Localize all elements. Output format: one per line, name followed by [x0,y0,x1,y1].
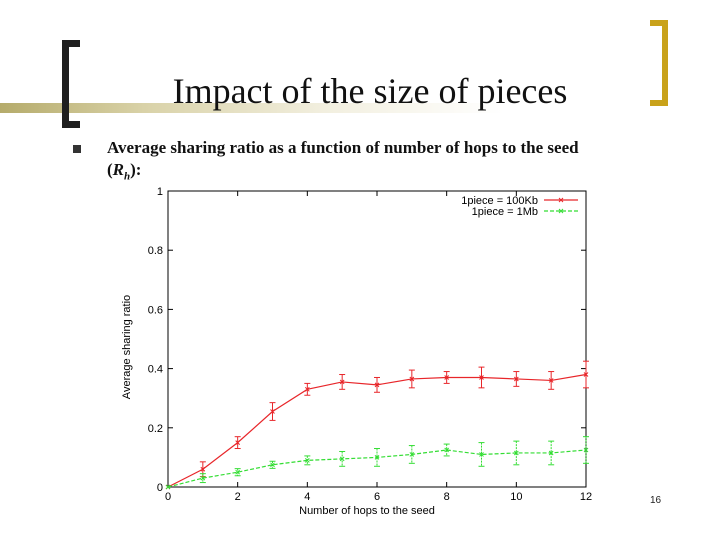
y-axis-label: Average sharing ratio [121,295,133,399]
x-tick-label: 12 [580,491,592,503]
data-point [374,455,380,460]
bullet-text: Average sharing ratio as a function of n… [107,138,579,157]
data-point [339,456,345,462]
x-axis-label: Number of hops to the seed [299,505,435,517]
data-point [444,447,450,453]
data-point [304,458,310,463]
bullet-paren-open: ( [107,160,113,179]
bullet-rh-symbol: Rh [112,160,131,183]
x-tick-label: 2 [235,491,241,503]
data-point [583,372,589,377]
legend-label: 1piece = 100Kb [461,195,538,207]
decorative-gradient-bar [0,103,720,113]
bullet-paren-close: ): [130,160,142,179]
data-point [374,382,380,388]
data-point [235,469,241,475]
y-tick-label: 0 [157,482,163,494]
data-point [200,466,206,472]
y-tick-label: 0.6 [148,304,163,316]
data-point [444,375,450,380]
y-tick-label: 1 [157,186,163,198]
y-tick-label: 0.4 [148,364,163,376]
legend-marker [558,208,564,214]
data-point [304,386,310,392]
legend-label: 1piece = 1Mb [472,206,538,218]
data-point [409,376,415,382]
data-point [409,452,415,457]
data-point [270,409,275,414]
slide-page-number: 16 [650,495,662,506]
x-tick-label: 8 [444,491,450,503]
bullet-square-icon [73,145,81,153]
data-point [479,375,484,380]
left-bracket-decoration [62,40,80,128]
data-point [548,378,554,383]
plot-frame [167,190,587,488]
y-tick-label: 0.8 [148,245,163,257]
x-tick-label: 4 [304,491,310,503]
data-point [235,440,241,445]
data-point [583,447,589,453]
bullet-text-block: Average sharing ratio as a function of n… [107,137,697,187]
data-point [513,376,519,382]
data-point [548,450,554,456]
data-point [339,379,345,385]
data-point [165,484,171,490]
x-tick-label: 10 [510,491,522,503]
data-point [270,462,275,468]
right-bracket-decoration [650,20,668,106]
x-tick-label: 6 [374,491,380,503]
data-point [479,452,484,457]
slide-title: Impact of the size of pieces [172,71,568,111]
legend-marker [558,197,564,203]
data-point [513,450,519,456]
data-point [200,475,206,481]
x-tick-label: 0 [165,491,171,503]
y-tick-label: 0.2 [148,423,163,435]
